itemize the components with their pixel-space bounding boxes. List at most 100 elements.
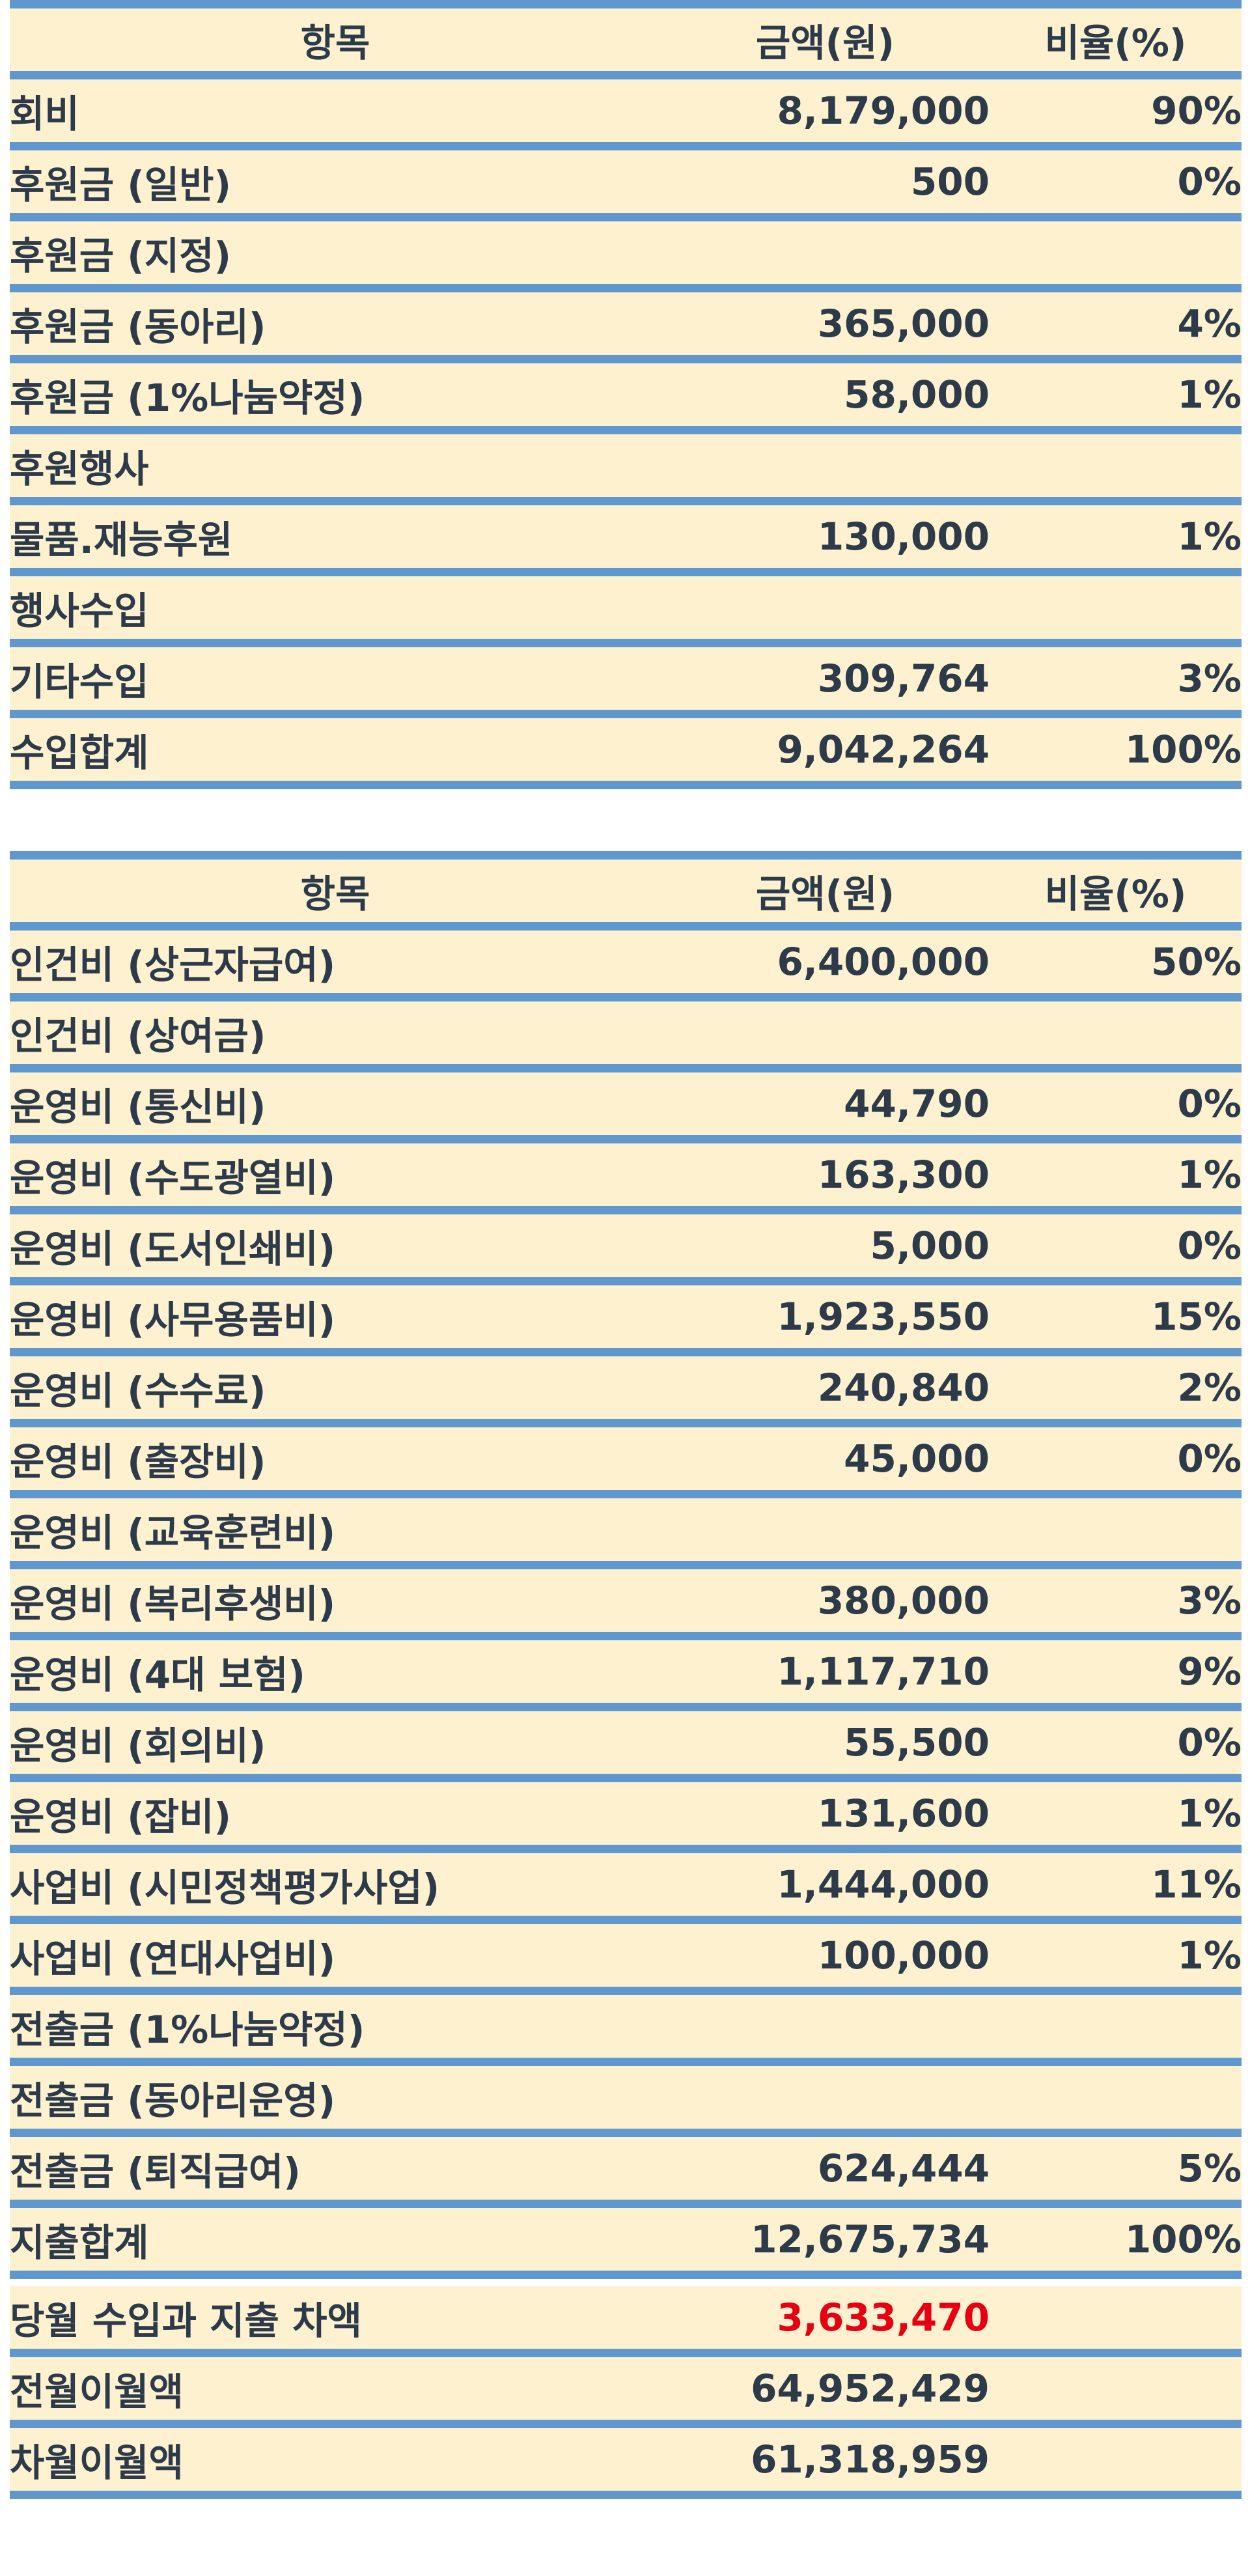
expense-item-label: 전출금 (동아리운영) <box>10 2066 661 2137</box>
summary-ratio-cell <box>990 2357 1242 2428</box>
expense-header-ratio: 비율(%) <box>990 851 1242 931</box>
expense-amount-cell: 380,000 <box>661 1569 990 1640</box>
expense-item-label: 사업비 (시민정책평가사업) <box>10 1853 661 1924</box>
expense-ratio-cell: 5% <box>990 2137 1242 2208</box>
expense-ratio-cell: 100% <box>990 2208 1242 2279</box>
expense-row: 운영비 (회의비) 55,500 0% <box>10 1711 1242 1782</box>
income-header-amount: 금액(원) <box>661 0 990 79</box>
income-row: 후원행사 <box>10 434 1242 505</box>
income-item-label: 후원금 (1%나눔약정) <box>10 363 661 434</box>
expense-row: 인건비 (상근자급여) 6,400,000 50% <box>10 931 1242 1001</box>
expense-amount-cell: 1,923,550 <box>661 1285 990 1356</box>
expense-item-label: 운영비 (도서인쇄비) <box>10 1214 661 1285</box>
expense-amount-cell: 5,000 <box>661 1214 990 1285</box>
expense-item-label: 인건비 (상여금) <box>10 1001 661 1072</box>
expense-item-label: 운영비 (4대 보험) <box>10 1640 661 1711</box>
expense-row: 전출금 (동아리운영) <box>10 2066 1242 2137</box>
expense-ratio-cell: 0% <box>990 1072 1242 1143</box>
income-ratio-cell: 100% <box>990 718 1242 789</box>
expense-amount-cell: 44,790 <box>661 1072 990 1143</box>
income-row: 후원금 (1%나눔약정) 58,000 1% <box>10 363 1242 434</box>
income-row: 후원금 (지정) <box>10 221 1242 292</box>
income-ratio-cell: 1% <box>990 505 1242 576</box>
expense-row: 인건비 (상여금) <box>10 1001 1242 1072</box>
expense-item-label: 운영비 (잡비) <box>10 1782 661 1853</box>
income-item-label: 수입합계 <box>10 718 661 789</box>
income-row: 기타수입 309,764 3% <box>10 647 1242 718</box>
income-header-row: 항목 금액(원) 비율(%) <box>10 0 1242 79</box>
expense-row: 지출합계 12,675,734 100% <box>10 2208 1242 2279</box>
income-row: 행사수입 <box>10 576 1242 647</box>
summary-amount-cell: 64,952,429 <box>661 2357 990 2428</box>
expense-row: 사업비 (시민정책평가사업) 1,444,000 11% <box>10 1853 1242 1924</box>
expense-amount-cell: 1,444,000 <box>661 1853 990 1924</box>
expense-row: 운영비 (사무용품비) 1,923,550 15% <box>10 1285 1242 1356</box>
expense-ratio-cell: 0% <box>990 1214 1242 1285</box>
expense-amount-cell: 240,840 <box>661 1356 990 1427</box>
expense-item-label: 운영비 (교육훈련비) <box>10 1498 661 1569</box>
expense-amount-cell <box>661 1001 990 1072</box>
income-amount-cell: 130,000 <box>661 505 990 576</box>
income-item-label: 기타수입 <box>10 647 661 718</box>
expense-amount-cell <box>661 1498 990 1569</box>
income-ratio-cell <box>990 434 1242 505</box>
income-row: 후원금 (동아리) 365,000 4% <box>10 292 1242 363</box>
expense-row: 운영비 (출장비) 45,000 0% <box>10 1427 1242 1498</box>
expense-item-label: 사업비 (연대사업비) <box>10 1924 661 1995</box>
expense-amount-cell: 1,117,710 <box>661 1640 990 1711</box>
summary-item-label: 전월이월액 <box>10 2357 661 2428</box>
expense-ratio-cell: 3% <box>990 1569 1242 1640</box>
income-ratio-cell: 0% <box>990 150 1242 221</box>
expense-amount-cell <box>661 1995 990 2066</box>
summary-ratio-cell <box>990 2428 1242 2499</box>
income-amount-cell: 500 <box>661 150 990 221</box>
expense-row: 운영비 (수수료) 240,840 2% <box>10 1356 1242 1427</box>
income-amount-cell: 8,179,000 <box>661 79 990 150</box>
income-ratio-cell: 3% <box>990 647 1242 718</box>
expense-amount-cell: 6,400,000 <box>661 931 990 1001</box>
expense-ratio-cell: 1% <box>990 1143 1242 1214</box>
expense-row: 운영비 (수도광열비) 163,300 1% <box>10 1143 1242 1214</box>
expense-row: 사업비 (연대사업비) 100,000 1% <box>10 1924 1242 1995</box>
income-ratio-cell <box>990 576 1242 647</box>
expense-item-label: 운영비 (통신비) <box>10 1072 661 1143</box>
summary-ratio-cell <box>990 2286 1242 2357</box>
expense-amount-cell: 100,000 <box>661 1924 990 1995</box>
expense-row: 전출금 (1%나눔약정) <box>10 1995 1242 2066</box>
expense-row: 운영비 (4대 보험) 1,117,710 9% <box>10 1640 1242 1711</box>
income-item-label: 후원행사 <box>10 434 661 505</box>
expense-ratio-cell: 50% <box>990 931 1242 1001</box>
income-ratio-cell: 1% <box>990 363 1242 434</box>
expense-ratio-cell: 9% <box>990 1640 1242 1711</box>
income-item-label: 후원금 (동아리) <box>10 292 661 363</box>
income-ratio-cell: 90% <box>990 79 1242 150</box>
summary-amount-cell: 3,633,470 <box>661 2286 990 2357</box>
expense-ratio-cell: 0% <box>990 1427 1242 1498</box>
summary-row: 전월이월액 64,952,429 <box>10 2357 1242 2428</box>
income-table: 항목 금액(원) 비율(%) 회비 8,179,000 90% 후원금 (일반) 500… <box>10 0 1242 789</box>
income-item-label: 후원금 (일반) <box>10 150 661 221</box>
income-row: 회비 8,179,000 90% <box>10 79 1242 150</box>
expense-ratio-cell <box>990 1498 1242 1569</box>
income-row: 물품.재능후원 130,000 1% <box>10 505 1242 576</box>
income-row: 후원금 (일반) 500 0% <box>10 150 1242 221</box>
expense-amount-cell: 131,600 <box>661 1782 990 1853</box>
expense-amount-cell: 163,300 <box>661 1143 990 1214</box>
income-item-label: 물품.재능후원 <box>10 505 661 576</box>
income-item-label: 회비 <box>10 79 661 150</box>
income-item-label: 행사수입 <box>10 576 661 647</box>
expense-ratio-cell: 15% <box>990 1285 1242 1356</box>
income-item-label: 후원금 (지정) <box>10 221 661 292</box>
expense-ratio-cell: 11% <box>990 1853 1242 1924</box>
summary-amount-cell: 61,318,959 <box>661 2428 990 2499</box>
expense-item-label: 인건비 (상근자급여) <box>10 931 661 1001</box>
expense-row: 운영비 (복리후생비) 380,000 3% <box>10 1569 1242 1640</box>
income-amount-cell: 309,764 <box>661 647 990 718</box>
expense-amount-cell: 45,000 <box>661 1427 990 1498</box>
expense-header-row: 항목 금액(원) 비율(%) <box>10 851 1242 931</box>
income-amount-cell: 365,000 <box>661 292 990 363</box>
income-amount-cell <box>661 434 990 505</box>
expense-amount-cell <box>661 2066 990 2137</box>
expense-item-label: 운영비 (회의비) <box>10 1711 661 1782</box>
